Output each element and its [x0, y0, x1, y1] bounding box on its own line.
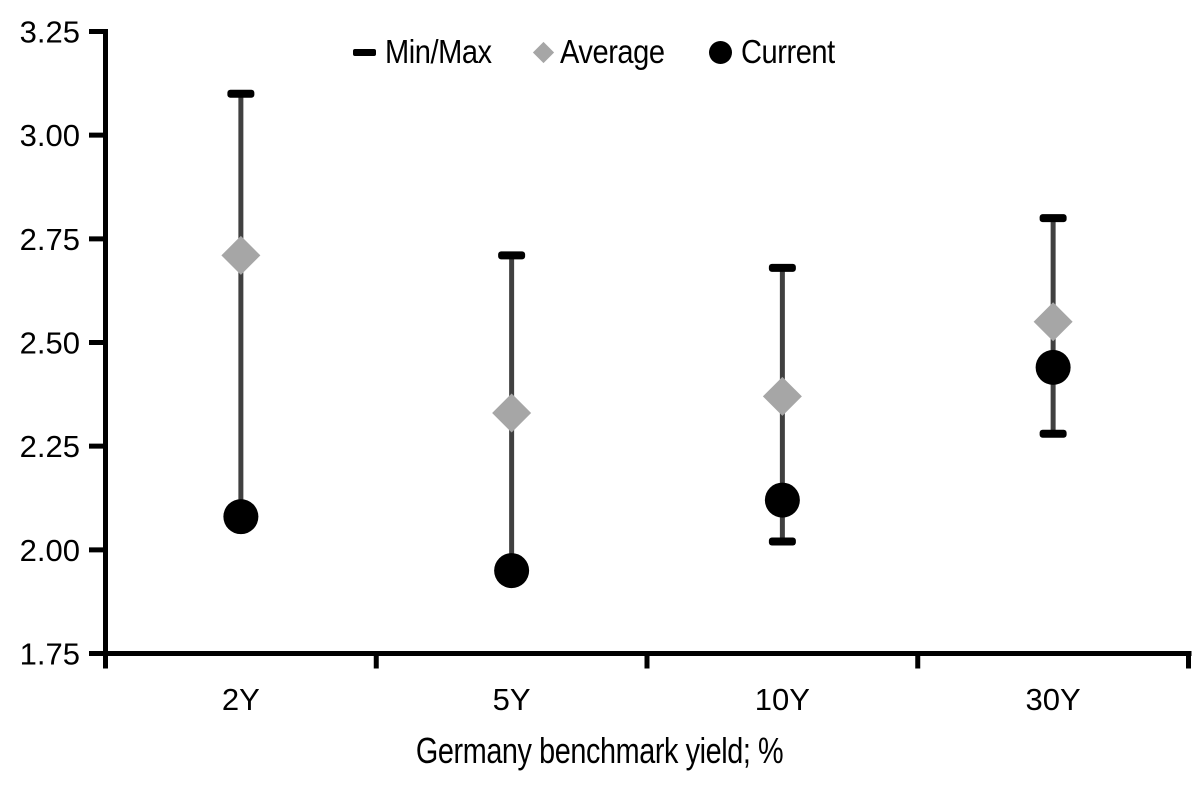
y-tick-label: 2.25: [20, 429, 80, 464]
average-marker-2Y: [221, 235, 261, 275]
average-marker-10Y: [762, 376, 802, 416]
min-cap-10Y: [768, 537, 796, 546]
y-tick-label: 3.25: [20, 15, 80, 50]
y-tick-label: 2.50: [20, 326, 80, 361]
current-marker-10Y: [764, 482, 800, 518]
x-tick-label-30Y: 30Y: [1026, 682, 1081, 717]
y-tick-label: 1.75: [20, 637, 80, 672]
max-cap-5Y: [498, 251, 526, 260]
x-tick-label-10Y: 10Y: [755, 682, 810, 717]
current-marker-2Y: [223, 499, 259, 535]
y-tick-label: 3.00: [20, 118, 80, 153]
min-cap-30Y: [1039, 429, 1067, 438]
average-marker-30Y: [1033, 302, 1073, 342]
current-marker-5Y: [494, 553, 530, 589]
y-tick-label: 2.75: [20, 222, 80, 257]
max-cap-10Y: [768, 263, 796, 272]
current-marker-30Y: [1035, 349, 1071, 385]
max-cap-30Y: [1039, 214, 1067, 223]
y-tick-label: 2.00: [20, 533, 80, 568]
x-tick-label-2Y: 2Y: [222, 682, 260, 717]
x-tick-label-5Y: 5Y: [493, 682, 531, 717]
max-cap-2Y: [227, 89, 255, 98]
average-marker-5Y: [492, 393, 532, 433]
x-axis-title: Germany benchmark yield; %: [416, 730, 784, 771]
